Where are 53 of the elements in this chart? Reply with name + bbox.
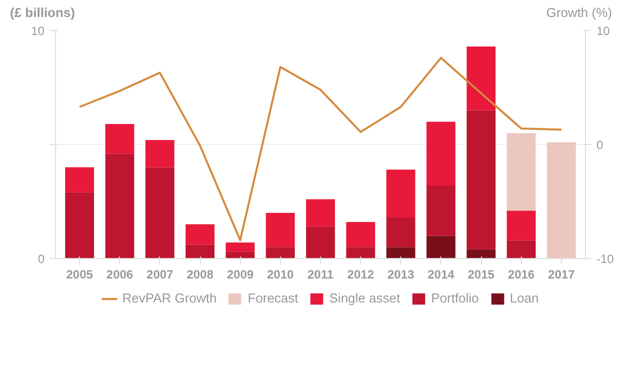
bar — [226, 252, 255, 258]
bar — [506, 240, 536, 258]
bar — [346, 247, 376, 258]
y2-tick-label: -10 — [596, 252, 614, 266]
legend-label: Single asset — [329, 290, 400, 306]
x-tick-label: 2016 — [508, 268, 535, 282]
bar — [506, 210, 536, 240]
bar — [266, 212, 295, 248]
bar — [186, 244, 214, 258]
bar — [426, 236, 456, 258]
bar — [145, 167, 174, 258]
x-tick-label: 2013 — [387, 268, 414, 282]
bar — [346, 222, 376, 248]
bar — [546, 142, 576, 258]
bar — [306, 226, 335, 258]
x-tick-label: 2012 — [347, 268, 374, 282]
x-tick-label: 2006 — [106, 268, 134, 282]
bar — [105, 154, 134, 258]
legend-label: Loan — [510, 290, 539, 306]
y2-axis-title: Growth (%) — [546, 4, 612, 22]
bar — [426, 186, 456, 236]
legend-label: Portfolio — [431, 290, 479, 306]
y-axis-title: (£ billions) — [10, 4, 75, 22]
x-tick-label: 2010 — [267, 268, 294, 282]
bar — [466, 249, 496, 258]
bar — [506, 133, 536, 211]
bar — [306, 199, 335, 227]
bar — [226, 242, 255, 252]
legend-label: Forecast — [248, 290, 298, 306]
legend-label: RevPAR Growth — [122, 290, 217, 306]
x-tick-label: 2009 — [226, 268, 254, 282]
bar — [466, 110, 496, 250]
bar — [386, 170, 416, 218]
x-tick-label: 2008 — [186, 268, 214, 282]
y2-tick-label: 10 — [596, 24, 610, 38]
y2-tick-label: 0 — [596, 138, 604, 152]
bar — [386, 247, 416, 258]
x-tick-label: 2017 — [548, 268, 576, 282]
line-series — [78, 56, 562, 242]
bar — [105, 124, 134, 154]
x-tick-label: 2007 — [146, 268, 174, 282]
bar — [466, 46, 496, 110]
x-tick-label: 2014 — [428, 268, 455, 282]
x-tick-label: 2011 — [307, 268, 334, 282]
bar — [145, 140, 174, 168]
bar — [65, 192, 94, 258]
bar — [186, 224, 214, 245]
bar — [386, 217, 416, 248]
bar — [65, 167, 94, 192]
bar — [266, 247, 295, 258]
bar — [426, 122, 456, 186]
x-tick-label: 2015 — [468, 268, 495, 282]
x-tick-label: 2005 — [66, 268, 94, 282]
